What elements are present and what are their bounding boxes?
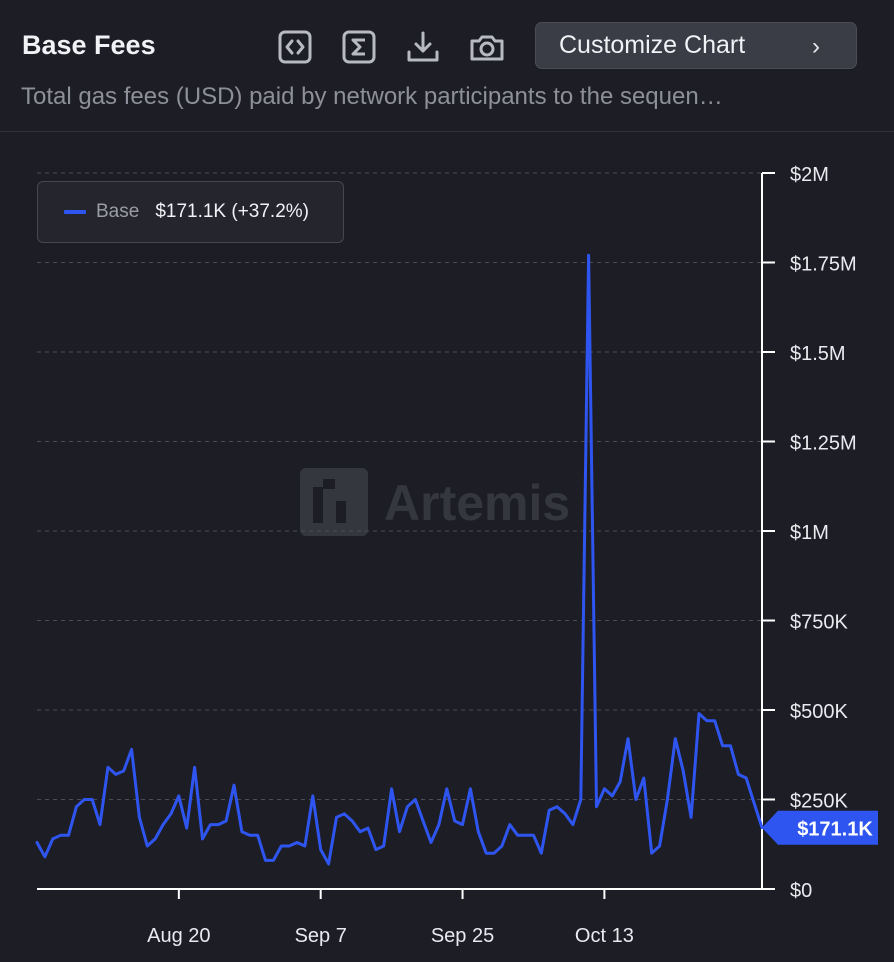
legend-series-name: Base bbox=[96, 201, 140, 222]
legend-swatch-base bbox=[64, 210, 86, 214]
y-tick-label: $250K bbox=[790, 791, 848, 813]
sigma-icon[interactable] bbox=[340, 28, 378, 66]
x-tick-label: Oct 13 bbox=[575, 925, 634, 947]
y-tick-label: $500K bbox=[790, 701, 848, 723]
last-value-marker: $171.1K bbox=[762, 810, 878, 845]
chart-legend[interactable]: Base $171.1K (+37.2%) bbox=[37, 181, 344, 243]
chart-header: Base Fees Customize Chart › Total gas fe… bbox=[0, 0, 894, 132]
last-value-badge bbox=[762, 810, 878, 845]
legend-series-value: $171.1K (+37.2%) bbox=[155, 201, 310, 222]
download-icon[interactable] bbox=[404, 28, 442, 66]
y-tick-label: $1.25M bbox=[790, 433, 857, 455]
code-embed-icon[interactable] bbox=[276, 28, 314, 66]
artemis-watermark: Artemis bbox=[300, 468, 570, 536]
y-tick-label: $750K bbox=[790, 612, 848, 634]
grid-lines bbox=[37, 172, 762, 800]
x-axis: Aug 20 Sep 7 Sep 25 Oct 13 bbox=[37, 888, 762, 947]
series-lines bbox=[35, 253, 764, 866]
y-tick-label: $1.75M bbox=[790, 254, 857, 276]
chart-subtitle: Total gas fees (USD) paid by network par… bbox=[21, 83, 723, 110]
y-tick-label: $1.5M bbox=[790, 343, 846, 365]
y-axis: $0 $250K $500K $750K $1M $1.25M $1.5M $1.75M $2M bbox=[761, 164, 857, 902]
last-value-label: $171.1K bbox=[797, 819, 873, 841]
watermark-text: Artemis bbox=[384, 475, 570, 531]
x-tick-label: Sep 7 bbox=[295, 925, 347, 947]
customize-chart-button[interactable]: Customize Chart › bbox=[535, 22, 857, 69]
line-chart: Artemis $0$250K$500K$750K$1M$1.25M$1.5M$… bbox=[35, 164, 878, 947]
series-line-base bbox=[35, 253, 764, 866]
chart-title: Base Fees bbox=[22, 30, 156, 60]
x-tick-label: Aug 20 bbox=[147, 925, 210, 947]
customize-chart-label: Customize Chart bbox=[559, 31, 746, 59]
camera-icon[interactable] bbox=[468, 28, 506, 66]
chevron-right-icon: › bbox=[812, 33, 820, 60]
y-tick-label: $1M bbox=[790, 522, 829, 544]
y-tick-label: $2M bbox=[790, 164, 829, 186]
y-tick-label: $0 bbox=[790, 880, 812, 902]
x-tick-label: Sep 25 bbox=[431, 925, 494, 947]
